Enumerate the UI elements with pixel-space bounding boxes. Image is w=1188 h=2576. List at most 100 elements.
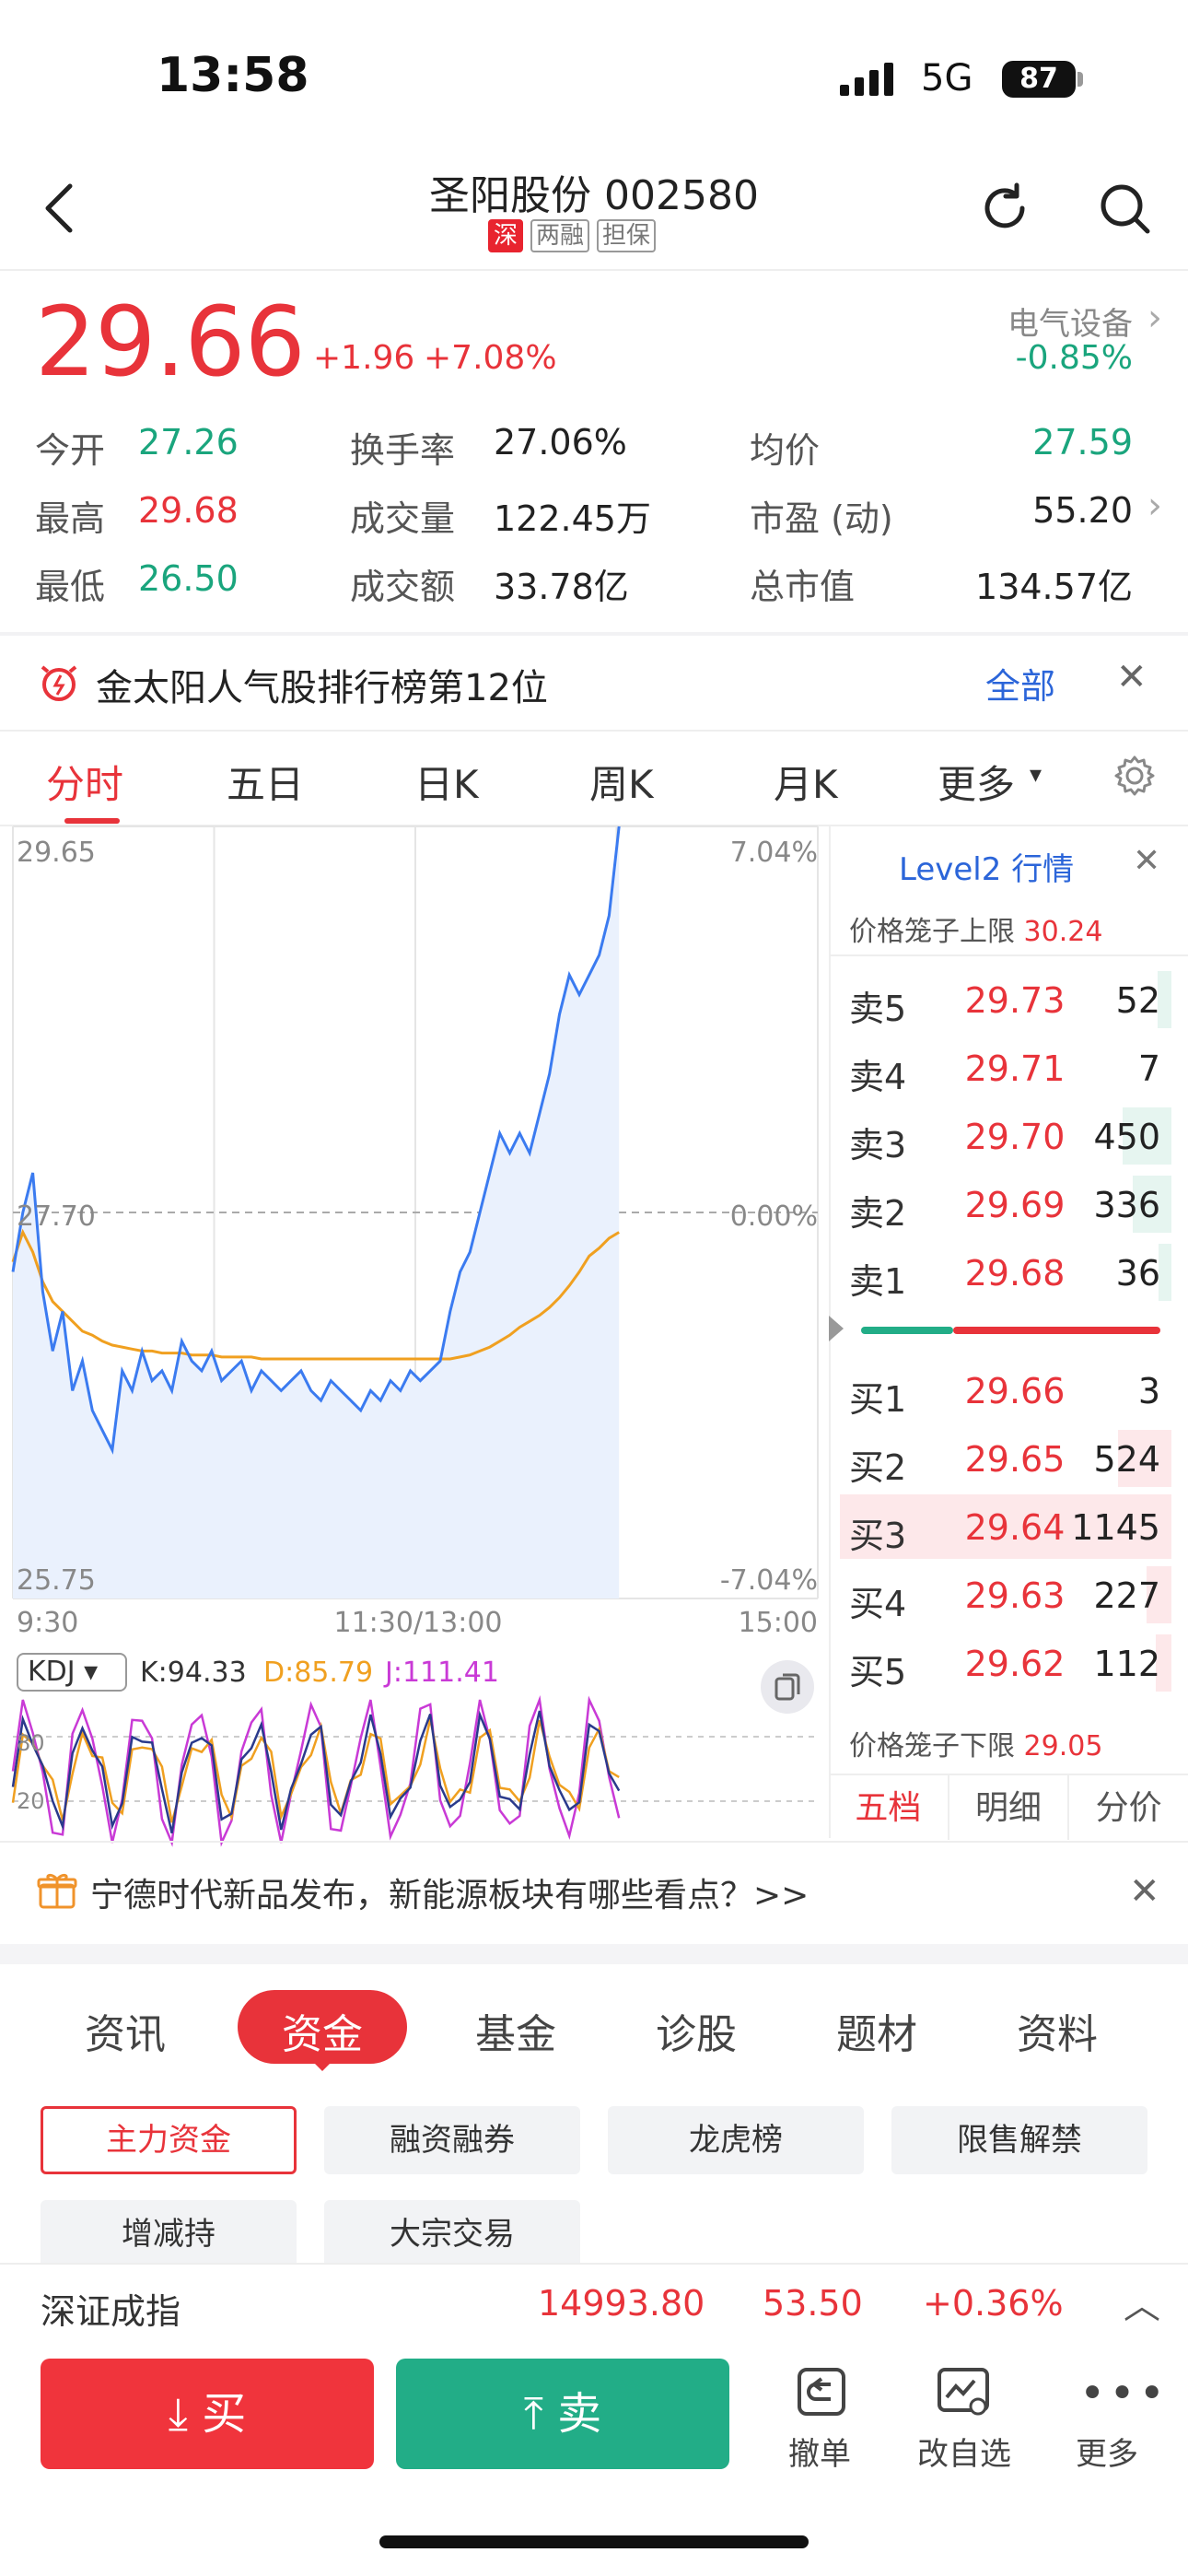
indicator-select[interactable]: KDJ ▾ — [17, 1653, 127, 1692]
sell-level-row[interactable]: 卖5 29.73 52 — [840, 967, 1171, 1032]
stat-label: 换手率 — [350, 430, 456, 471]
buy-level-row[interactable]: 买1 29.66 3 — [840, 1358, 1171, 1423]
sector-change[interactable]: -0.85% — [1015, 339, 1133, 377]
y-label-mid: 27.70 — [17, 1200, 96, 1233]
stat-value: 122.45万 — [494, 498, 651, 539]
chip-unlock[interactable]: 限售解禁 — [891, 2106, 1147, 2174]
edit-watchlist-label[interactable]: 改自选 — [917, 2436, 1011, 2473]
tab-intraday[interactable]: 分时 — [46, 762, 124, 807]
cancel-order-label[interactable]: 撤单 — [788, 2436, 851, 2473]
l2-divider — [829, 954, 1188, 956]
more-icon[interactable]: ••• — [1079, 2368, 1169, 2419]
tab-price-dist[interactable]: 分价 — [1095, 1789, 1162, 1827]
chevron-up-icon[interactable]: ︿ — [1124, 2285, 1160, 2327]
sell-level-row[interactable]: 卖2 29.69 336 — [840, 1172, 1171, 1236]
back-icon[interactable] — [37, 181, 83, 236]
intraday-chart[interactable]: 29.65 27.70 25.75 7.04% 0.00% -7.04% 9:3… — [0, 825, 829, 1847]
buy-level-row[interactable]: 买3 29.64 1145 — [840, 1494, 1171, 1559]
stat-label: 成交量 — [350, 498, 456, 539]
close-icon[interactable]: ✕ — [1116, 656, 1147, 698]
news-text[interactable]: 宁德时代新品发布，新能源板块有哪些看点？>> — [90, 1877, 809, 1914]
chart-bottom-divider — [0, 1841, 1188, 1843]
stat-label[interactable]: 市盈 (动) — [750, 498, 893, 539]
buy-level-volume: 524 — [1093, 1439, 1160, 1480]
index-change: 53.50 — [763, 2283, 863, 2324]
chip-main-funds[interactable]: 主力资金 — [41, 2106, 297, 2174]
chevron-right-icon[interactable]: › — [1147, 297, 1162, 339]
search-icon[interactable] — [1096, 180, 1153, 237]
sell-level-volume: 52 — [1115, 980, 1160, 1021]
sell-button[interactable]: ⤒ 卖 — [396, 2359, 729, 2469]
buy-button[interactable]: ⤓ 买 — [41, 2359, 374, 2469]
market-tag: 深 — [488, 219, 524, 252]
buy-level-row[interactable]: 买5 29.62 112 — [840, 1631, 1171, 1695]
kdj-k: K:94.33 — [140, 1657, 247, 1689]
sell-level-price: 29.69 — [964, 1185, 1066, 1225]
active-tab-indicator — [64, 818, 120, 824]
watchlist-edit-icon[interactable] — [936, 2366, 991, 2418]
more-label[interactable]: 更多 — [1076, 2436, 1138, 2473]
buy-level-volume: 112 — [1093, 1644, 1160, 1684]
chip-top-list[interactable]: 龙虎榜 — [608, 2106, 864, 2174]
home-indicator — [379, 2535, 809, 2548]
chevron-down-icon[interactable]: ▾ — [1030, 761, 1042, 789]
sell-level-row[interactable]: 卖1 29.68 36 — [840, 1240, 1171, 1305]
index-ticker[interactable] — [0, 2263, 1188, 2344]
sell-level-row[interactable]: 卖4 29.71 7 — [840, 1036, 1171, 1100]
tab-five-levels[interactable]: 五档 — [829, 1775, 949, 1840]
upper-limit-label: 价格笼子上限 — [849, 916, 1015, 948]
stat-value: 26.50 — [138, 558, 239, 599]
stat-label: 均价 — [750, 430, 821, 471]
buy-level-label: 买1 — [849, 1379, 907, 1420]
sell-volume-bar — [1158, 971, 1171, 1028]
collateral-tag: 担保 — [597, 219, 657, 252]
buy-volume-bar — [1156, 1634, 1171, 1692]
sell-strength-bar — [861, 1327, 953, 1334]
stat-value: 27.26 — [138, 422, 239, 463]
buy-volume-bar — [1052, 1498, 1171, 1555]
sector-name[interactable]: 电气设备 — [1007, 306, 1133, 343]
sell-level-row[interactable]: 卖3 29.70 450 — [840, 1104, 1171, 1168]
close-icon[interactable]: ✕ — [1129, 1870, 1160, 1913]
tab-funds[interactable]: 资金 — [282, 2011, 363, 2058]
tab-monthly-k[interactable]: 月K — [774, 762, 838, 807]
tab-details[interactable]: 明细 — [949, 1775, 1070, 1840]
stat-label: 成交额 — [350, 567, 456, 607]
stat-label: 总市值 — [750, 567, 856, 607]
rank-all-link[interactable]: 全部 — [985, 666, 1056, 707]
buy-level-row[interactable]: 买2 29.65 524 — [840, 1426, 1171, 1491]
stat-value: 134.57亿 — [975, 567, 1133, 607]
buy-level-price: 29.64 — [964, 1507, 1066, 1548]
stat-value[interactable]: 55.20 — [1032, 490, 1133, 531]
switch-indicator-icon[interactable] — [761, 1660, 814, 1714]
tab-news[interactable]: 资讯 — [85, 2011, 166, 2058]
tab-daily-k[interactable]: 日K — [414, 762, 479, 807]
refresh-icon[interactable] — [976, 180, 1033, 237]
rank-banner[interactable] — [0, 636, 1188, 728]
sell-level-label: 卖5 — [849, 989, 907, 1029]
stat-value: 33.78亿 — [494, 567, 629, 607]
tab-weekly-k[interactable]: 周K — [589, 762, 654, 807]
y-label-bottom: 25.75 — [17, 1564, 96, 1597]
gear-icon[interactable] — [1112, 754, 1157, 798]
status-time: 13:58 — [157, 48, 309, 103]
sell-volume-bar — [1123, 1107, 1171, 1165]
tab-diagnosis[interactable]: 诊股 — [656, 2011, 737, 2058]
buy-volume-bar — [1118, 1430, 1171, 1487]
rank-text[interactable]: 金太阳人气股排行榜第12位 — [96, 667, 548, 709]
level2-title[interactable]: Level2 行情 — [899, 851, 1075, 888]
tab-fund-holdings[interactable]: 基金 — [475, 2011, 556, 2058]
stat-label: 最低 — [35, 567, 106, 607]
chip-margin[interactable]: 融资融券 — [324, 2106, 580, 2174]
tab-themes[interactable]: 题材 — [836, 2011, 917, 2058]
tab-profile[interactable]: 资料 — [1017, 2011, 1098, 2058]
tab-more[interactable]: 更多 — [938, 762, 1016, 807]
chip-holdings-change[interactable]: 增减持 — [41, 2200, 297, 2268]
chip-block-trade[interactable]: 大宗交易 — [324, 2200, 580, 2268]
close-icon[interactable]: ✕ — [1133, 842, 1161, 880]
buy-level-row[interactable]: 买4 29.63 227 — [840, 1563, 1171, 1627]
sell-level-price: 29.71 — [964, 1048, 1066, 1089]
tab-five-day[interactable]: 五日 — [227, 762, 305, 807]
undo-icon[interactable] — [794, 2366, 849, 2418]
chevron-right-icon[interactable]: › — [1147, 485, 1162, 527]
